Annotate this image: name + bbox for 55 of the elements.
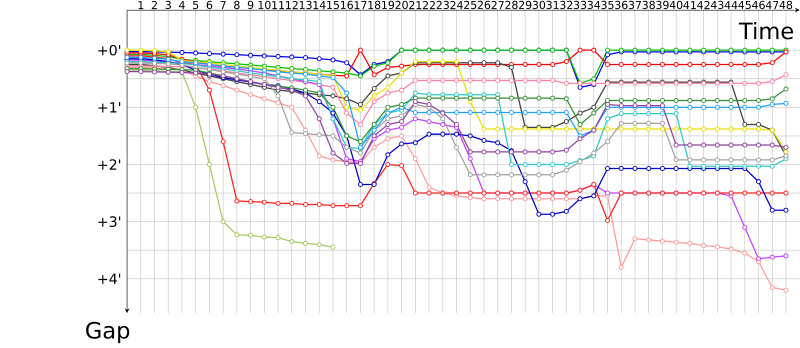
x-tick-label: 23 bbox=[436, 0, 449, 9]
x-tick-label: 24 bbox=[450, 0, 463, 9]
y-tick-label: +2' bbox=[98, 159, 120, 170]
x-tick-label: 8 bbox=[234, 0, 240, 9]
x-tick-label: 40 bbox=[670, 0, 682, 9]
x-tick-label: 31 bbox=[546, 0, 559, 9]
y-tick-label: +3' bbox=[98, 216, 120, 227]
x-tick-label: 43 bbox=[710, 0, 724, 9]
x-tick-label: 22 bbox=[422, 0, 435, 9]
x-tick-label: 14 bbox=[313, 0, 326, 9]
x-tick-label: 46 bbox=[752, 0, 765, 9]
x-tick-label: 20 bbox=[395, 0, 408, 9]
x-tick-label: 33 bbox=[574, 0, 586, 9]
x-tick-label: 35 bbox=[601, 0, 614, 9]
x-tick-label: 12 bbox=[286, 0, 298, 9]
x-axis-title: Time bbox=[738, 22, 793, 40]
x-tick-label: 34 bbox=[588, 0, 600, 9]
x-tick-label: 36 bbox=[615, 0, 628, 9]
x-tick-label: 5 bbox=[193, 0, 198, 9]
x-tick-label: 32 bbox=[560, 0, 572, 9]
y-tick-label: +1' bbox=[98, 102, 120, 112]
x-tick-label: 45 bbox=[738, 0, 751, 9]
x-tick-label: 41 bbox=[683, 0, 696, 9]
x-tick-label: 28 bbox=[505, 0, 518, 9]
x-tick-label: 25 bbox=[464, 0, 476, 9]
x-tick-label: 10 bbox=[258, 0, 271, 9]
x-tick-label: 1 bbox=[138, 0, 144, 9]
x-tick-label: 2 bbox=[152, 0, 157, 9]
y-tick-label: +4' bbox=[98, 273, 120, 284]
x-tick-label: 7 bbox=[220, 0, 226, 9]
x-tick-label: 42 bbox=[697, 0, 710, 9]
x-tick-label: 9 bbox=[248, 0, 254, 9]
x-tick-label: 13 bbox=[300, 0, 312, 9]
x-tick-label: 29 bbox=[518, 0, 532, 9]
x-tick-label: 3 bbox=[166, 0, 171, 9]
x-tick-label: 17 bbox=[354, 0, 366, 9]
x-tick-label: 37 bbox=[628, 0, 642, 9]
x-tick-label: 6 bbox=[206, 0, 212, 9]
x-tick-label: 18 bbox=[368, 0, 380, 9]
x-tick-label: 26 bbox=[478, 0, 490, 9]
x-tick-label: 48 bbox=[780, 0, 792, 9]
x-tick-label: 38 bbox=[642, 0, 655, 9]
x-tick-label: 27 bbox=[492, 0, 504, 9]
x-tick-label: 21 bbox=[409, 0, 422, 9]
x-tick-label: 15 bbox=[327, 0, 339, 9]
x-tick-label: 19 bbox=[382, 0, 394, 9]
y-tick-label: +0' bbox=[98, 44, 120, 56]
x-tick-label: 30 bbox=[532, 0, 546, 9]
x-tick-label: 11 bbox=[272, 0, 284, 9]
y-axis-title: Gap bbox=[86, 322, 130, 343]
x-tick-label: 16 bbox=[340, 0, 353, 9]
x-tick-label: 39 bbox=[656, 0, 669, 9]
x-tick-label: 44 bbox=[724, 0, 738, 9]
x-tick-label: 4 bbox=[179, 0, 185, 9]
x-tick-label: 47 bbox=[766, 0, 778, 9]
